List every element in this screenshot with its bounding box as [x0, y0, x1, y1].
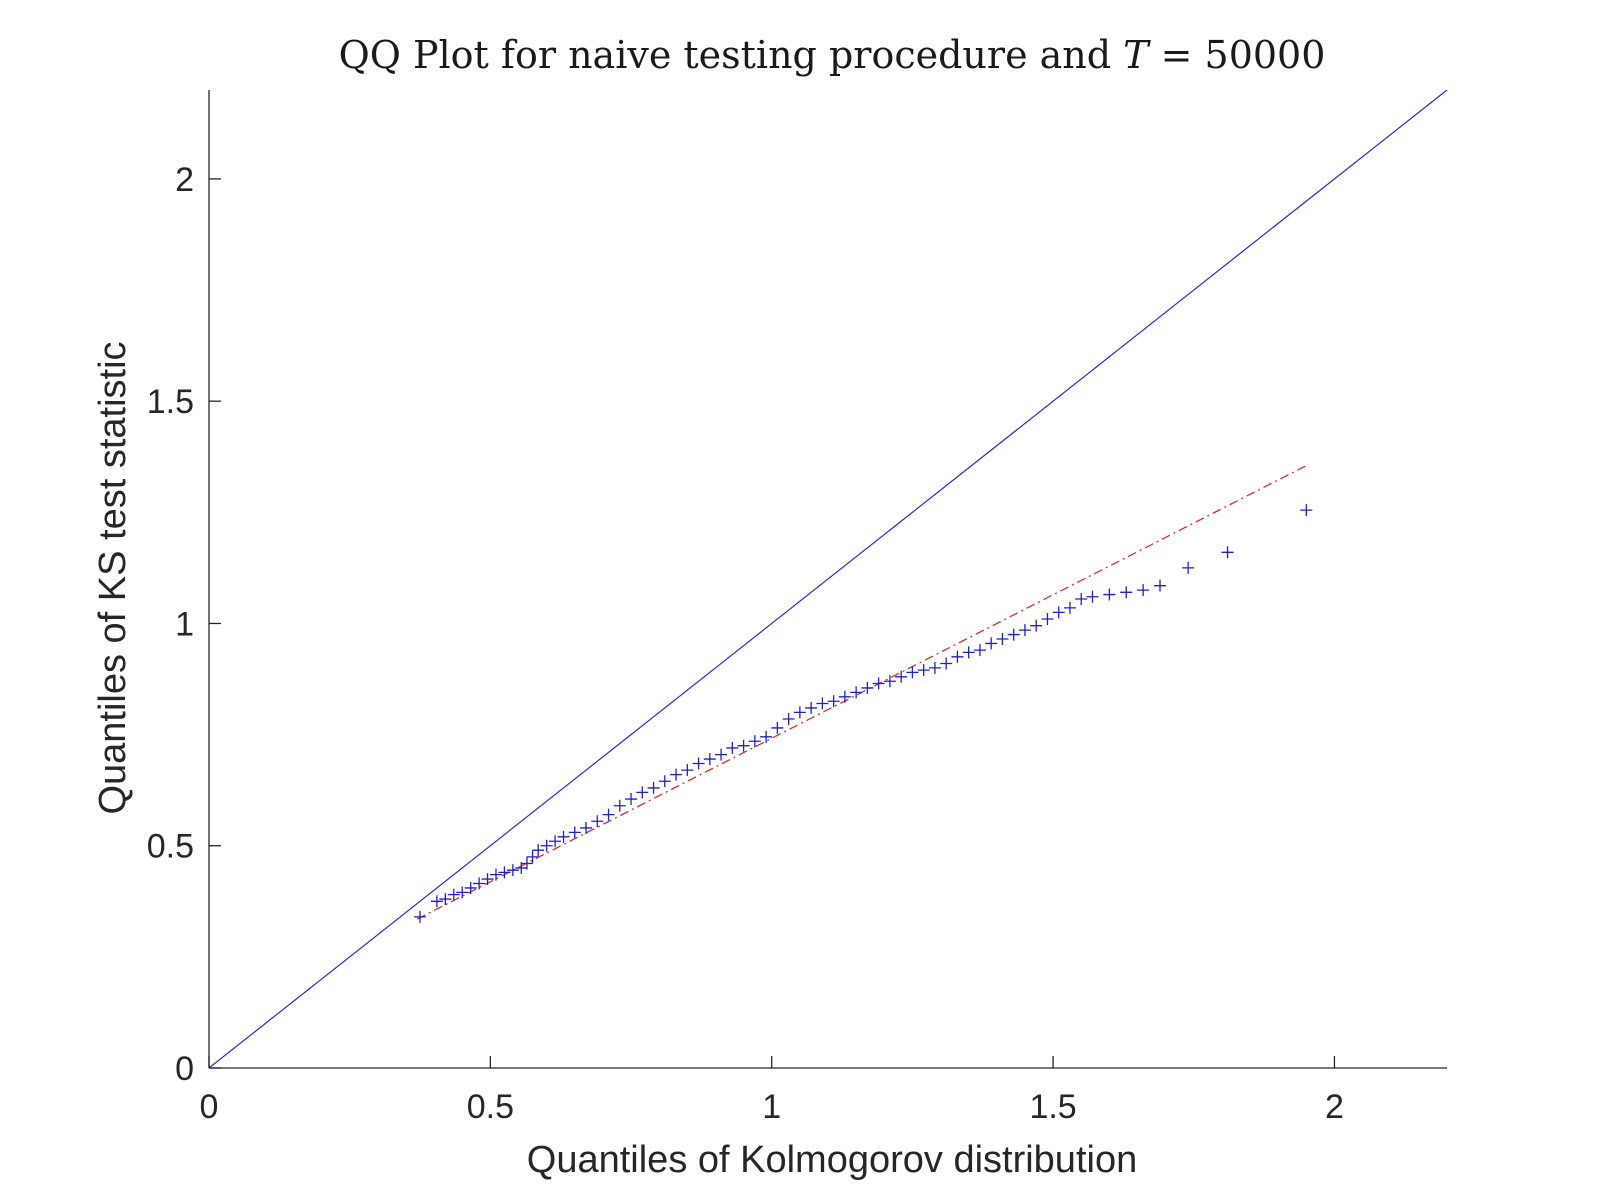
x-tick-label: 2 [1325, 1088, 1344, 1126]
data-point [414, 910, 427, 923]
data-point [1221, 546, 1234, 559]
y-tick-label: 1.5 [147, 383, 194, 421]
data-point [1086, 590, 1099, 603]
data-point [658, 775, 671, 788]
reference-line [208, 89, 1448, 1069]
axes [208, 90, 1447, 1069]
y-tick-label: 0 [175, 1050, 194, 1088]
data-point [506, 864, 519, 877]
data-point [1041, 613, 1054, 626]
data-point [613, 799, 626, 812]
data-point [962, 646, 975, 659]
x-axis-label: Quantiles of Kolmogorov distribution [527, 1139, 1137, 1181]
y-axis-ticks: 0 0.5 1 1.5 2 [147, 161, 221, 1088]
data-point [906, 666, 919, 679]
data-point [625, 793, 638, 806]
data-point [850, 686, 863, 699]
data-point [568, 826, 581, 839]
data-point [1030, 619, 1043, 632]
y-tick-label: 2 [175, 161, 194, 199]
title-prefix: QQ Plot for naive testing procedure and [339, 33, 1124, 77]
data-point [464, 881, 477, 894]
data-point [540, 839, 553, 852]
data-point [636, 786, 649, 799]
data-point [917, 664, 930, 677]
data-point [737, 739, 750, 752]
data-point [726, 741, 739, 754]
data-point [602, 808, 615, 821]
data-point [816, 697, 829, 710]
data-point [1103, 588, 1116, 601]
data-point [692, 757, 705, 770]
data-point [532, 844, 545, 857]
data-point [647, 781, 660, 794]
data-point [940, 657, 953, 670]
data-point [703, 753, 716, 766]
data-point [1154, 579, 1167, 592]
x-tick-label: 0.5 [467, 1088, 514, 1126]
data-point [498, 866, 511, 879]
data-point [439, 893, 452, 906]
data-point [1052, 606, 1065, 619]
data-point [473, 877, 486, 890]
y-tick-label: 1 [175, 605, 194, 643]
x-axis-ticks: 0 0.5 1 1.5 2 [200, 1056, 1344, 1126]
y-axis-label: Quantiles of KS test statistic [92, 341, 134, 814]
data-point [520, 857, 533, 870]
x-tick-label: 0 [200, 1088, 219, 1126]
title-suffix: = 50000 [1149, 33, 1326, 77]
data-point [456, 886, 469, 899]
x-tick-label: 1 [762, 1088, 781, 1126]
data-point [895, 670, 908, 683]
chart-title: QQ Plot for naive testing procedure and … [339, 33, 1326, 77]
data-point [771, 721, 784, 734]
data-point [715, 748, 728, 761]
data-point [681, 764, 694, 777]
x-tick-label: 1.5 [1029, 1088, 1076, 1126]
data-point [782, 713, 795, 726]
data-point [951, 650, 964, 663]
title-variable: T [1123, 33, 1151, 77]
data-point [760, 730, 773, 743]
data-point [447, 888, 460, 901]
data-point [1137, 584, 1150, 597]
data-point [1075, 593, 1088, 606]
data-point [1007, 628, 1020, 641]
data-point [748, 735, 761, 748]
data-point [996, 633, 1009, 646]
data-point [1120, 586, 1133, 599]
data-point [973, 644, 986, 657]
data-point [1063, 601, 1076, 614]
data-point [549, 835, 562, 848]
data-point [481, 873, 494, 886]
data-point [838, 690, 851, 703]
data-point [1018, 624, 1031, 637]
data-point [985, 637, 998, 650]
data-point [591, 815, 604, 828]
data-point [430, 895, 443, 908]
y-tick-label: 0.5 [147, 828, 194, 866]
data-point [805, 701, 818, 714]
data-point [861, 681, 874, 694]
data-point [526, 850, 539, 863]
data-point [1182, 561, 1195, 574]
data-points [414, 504, 1313, 923]
data-point [489, 868, 502, 881]
data-point [557, 830, 570, 843]
data-point [793, 706, 806, 719]
data-point [1300, 504, 1313, 517]
data-point [580, 821, 593, 834]
data-point [883, 675, 896, 688]
data-point [872, 677, 885, 690]
data-point [670, 768, 683, 781]
data-point [827, 695, 840, 708]
data-point [928, 661, 941, 674]
